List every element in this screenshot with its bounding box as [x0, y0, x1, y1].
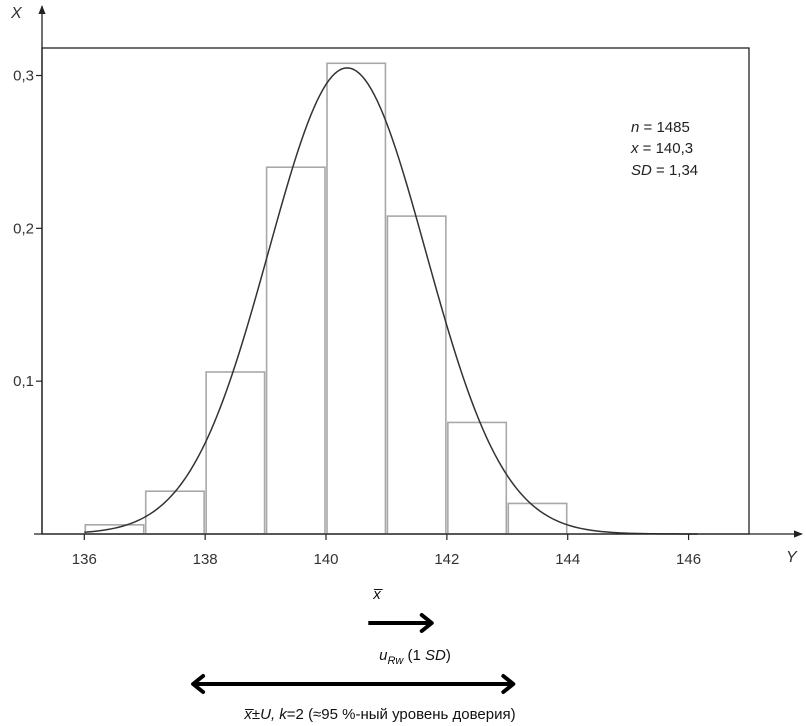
expanded-arrow-head-right	[501, 674, 516, 694]
stat-mean-value: = 140,3	[639, 140, 694, 157]
urw-paren-open: (1	[403, 647, 425, 664]
urw-arrow	[368, 613, 434, 633]
mean-label: x̅	[372, 586, 383, 603]
expanded-arrow-head-left	[191, 674, 206, 694]
expanded-rest: =2 (≈95 %-ный уровень доверия)	[287, 706, 516, 723]
stat-mean: x = 140,3	[630, 140, 693, 157]
histogram-bars	[84, 62, 568, 535]
histogram-bar-4	[265, 166, 326, 535]
stat-sd: SD = 1,34	[631, 162, 698, 179]
urw-sd: SD	[425, 647, 446, 664]
urw-label: uRw (1 SD)	[379, 647, 451, 667]
normal-curve	[84, 67, 698, 535]
y-tick-label: 0,1	[13, 373, 34, 390]
y-tick-label: 0,2	[13, 220, 34, 237]
x-axis-title: Y	[786, 549, 798, 566]
x-tick-label: 136	[72, 551, 97, 568]
expanded-pm-u: ±U,	[252, 706, 279, 723]
x-tick-label: 138	[193, 551, 218, 568]
x-tick-label: 146	[676, 551, 701, 568]
stat-n-label: n	[631, 119, 639, 136]
expanded-xbar: x̅	[243, 706, 254, 723]
stat-n: n = 1485	[631, 119, 690, 136]
histogram-bar-2	[144, 490, 205, 535]
histogram-bar-3	[205, 371, 266, 535]
stat-n-value: = 1485	[639, 119, 689, 136]
stat-mean-label: x	[630, 140, 639, 157]
histogram-bar-8	[507, 502, 568, 535]
urw-symbol: u	[379, 647, 388, 664]
histogram-bar-7	[447, 421, 508, 535]
y-axis-title: X	[10, 5, 23, 22]
y-tick-label: 0,3	[13, 68, 34, 85]
stat-sd-label: SD	[631, 162, 652, 179]
urw-paren-close: )	[446, 647, 451, 664]
histogram-bar-5	[326, 62, 387, 535]
expanded-label: x̅±U, k=2 (≈95 %-ный уровень доверия)	[243, 706, 515, 723]
histogram-bar-1	[84, 524, 145, 535]
x-tick-label: 140	[313, 551, 338, 568]
expanded-k: k	[279, 706, 288, 723]
urw-arrow-head	[419, 613, 434, 633]
urw-subscript: Rw	[387, 655, 404, 667]
x-tick-label: 144	[555, 551, 580, 568]
y-ticks: 0,1 0,2 0,3	[13, 68, 42, 390]
histogram-bar-6	[386, 215, 447, 535]
x-tick-label: 142	[434, 551, 459, 568]
x-ticks: 136 138 140 142 144 146	[72, 534, 701, 568]
stat-sd-value: = 1,34	[652, 162, 698, 179]
expanded-uncertainty-arrow	[191, 674, 516, 694]
